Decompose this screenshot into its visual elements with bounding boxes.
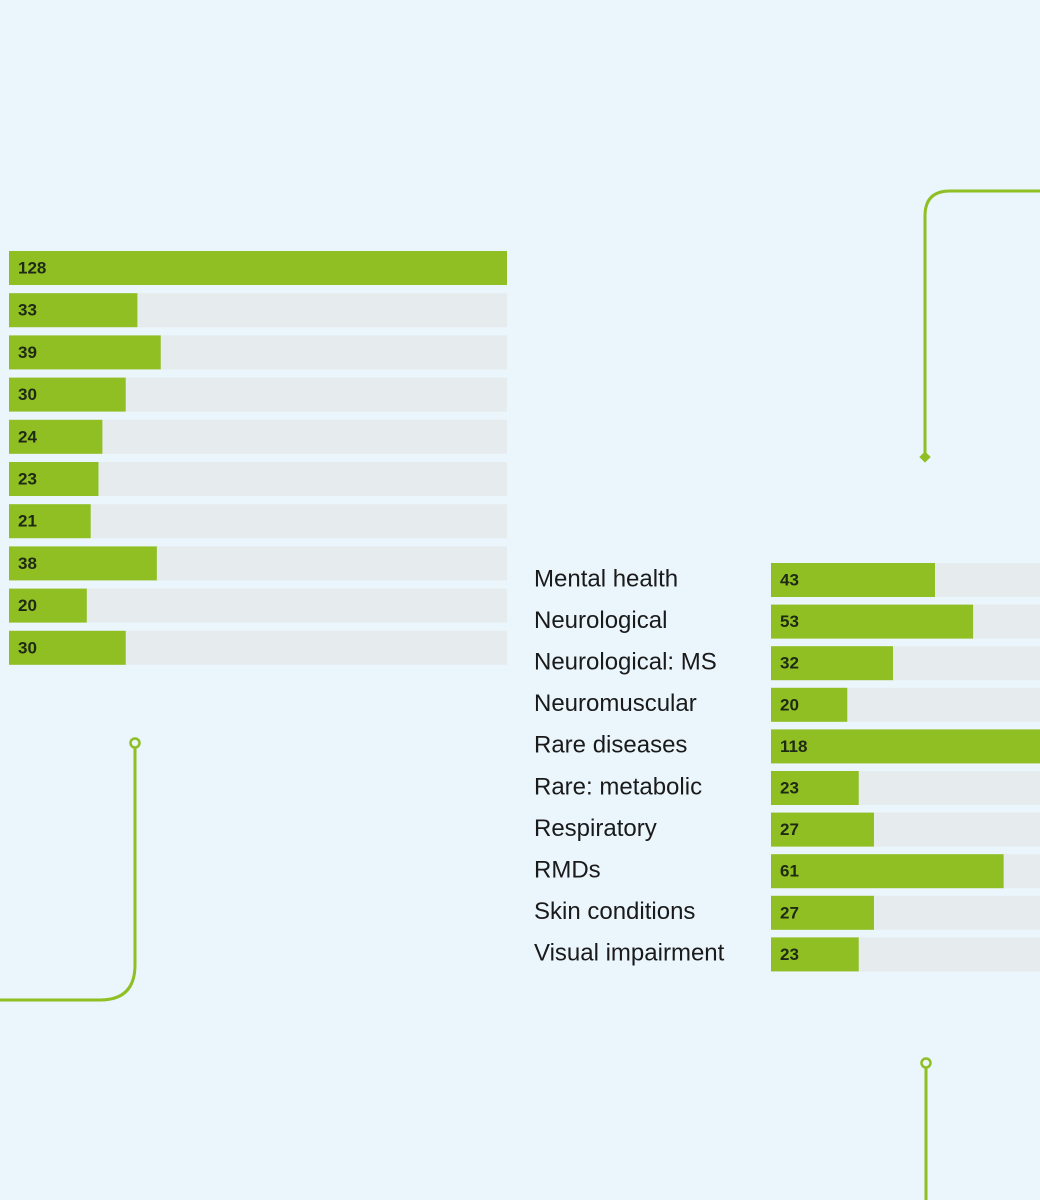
bar xyxy=(9,251,507,285)
value-label: 23 xyxy=(780,945,799,964)
bar-track xyxy=(9,588,507,623)
bar xyxy=(771,937,859,972)
value-label: 20 xyxy=(18,596,37,615)
value-label: 20 xyxy=(780,695,799,714)
value-label: 27 xyxy=(780,820,799,839)
bar xyxy=(771,687,848,722)
category-label: Mental health xyxy=(534,565,678,592)
category-label: Neurological xyxy=(534,607,667,634)
value-label: 33 xyxy=(18,301,37,320)
connector-line xyxy=(0,747,137,1002)
value-label: 23 xyxy=(780,778,799,797)
bar xyxy=(9,504,91,539)
value-label: 21 xyxy=(18,512,37,531)
bar xyxy=(771,729,1040,764)
connector-end xyxy=(920,1057,932,1069)
bar xyxy=(9,462,99,496)
value-label: 43 xyxy=(780,570,799,589)
bar xyxy=(771,604,974,639)
bar xyxy=(9,630,126,665)
category-label: Visual impairment xyxy=(534,940,725,967)
connector-end xyxy=(919,451,931,463)
category-label: Respiratory xyxy=(534,815,657,842)
bar xyxy=(9,546,157,581)
value-label: 61 xyxy=(780,862,799,881)
value-label: 128 xyxy=(18,258,46,277)
bar xyxy=(9,588,87,623)
value-label: 24 xyxy=(18,427,37,446)
bar xyxy=(9,335,161,370)
bar xyxy=(771,563,935,597)
value-label: 30 xyxy=(18,638,37,657)
value-label: 53 xyxy=(780,612,799,631)
value-label: 32 xyxy=(780,654,799,673)
bar xyxy=(771,854,1004,889)
connector-end xyxy=(129,737,141,749)
connector-line xyxy=(923,189,1040,457)
bar xyxy=(771,646,894,681)
category-label: Skin conditions xyxy=(534,898,695,925)
value-label: 118 xyxy=(780,737,807,756)
value-label: 23 xyxy=(18,469,37,488)
value-label: 38 xyxy=(18,554,37,573)
bar xyxy=(771,812,874,847)
category-label: Neuromuscular xyxy=(534,690,697,717)
value-label: 30 xyxy=(18,385,37,404)
category-label: Rare: metabolic xyxy=(534,773,702,800)
category-label: Rare diseases xyxy=(534,732,687,759)
category-label: RMDs xyxy=(534,857,601,884)
bar xyxy=(9,293,138,328)
value-label: 39 xyxy=(18,343,37,362)
bar xyxy=(771,771,859,805)
bar xyxy=(9,377,126,412)
bar xyxy=(771,895,874,930)
value-label: 27 xyxy=(780,903,799,922)
bar-track xyxy=(9,504,507,539)
category-label: Neurological: MS xyxy=(534,649,717,676)
bar xyxy=(9,419,103,454)
